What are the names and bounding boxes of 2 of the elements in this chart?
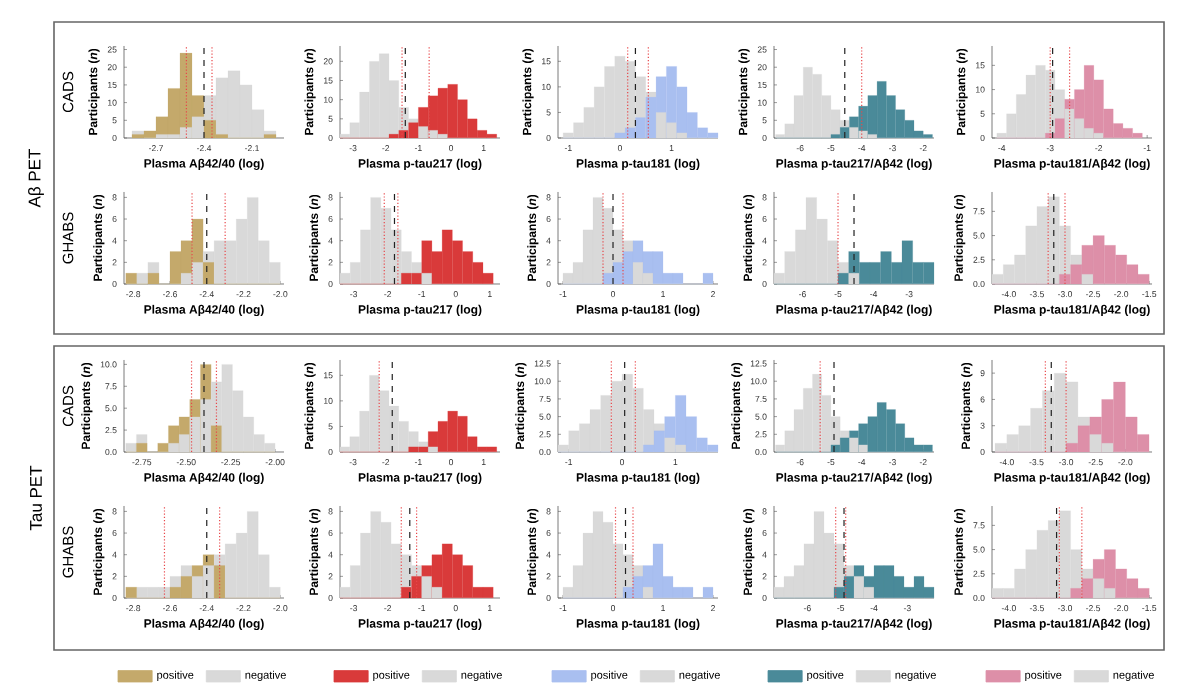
text: Tau PET — [30, 465, 42, 531]
text: Aβ PET — [28, 148, 44, 208]
